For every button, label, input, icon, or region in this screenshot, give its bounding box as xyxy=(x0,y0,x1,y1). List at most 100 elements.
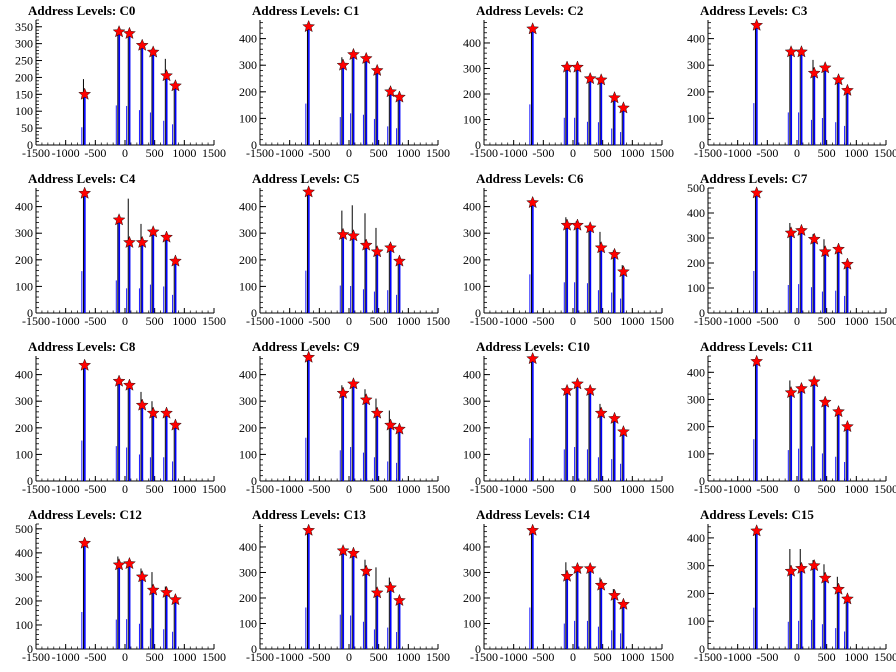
y-tick-label: 200 xyxy=(239,591,257,605)
x-tick-label: 1000 xyxy=(620,482,644,496)
chart-title: Address Levels: C12 xyxy=(28,507,142,522)
chart-svg: Address Levels: C9 0 100 200 300 400 -1500 -100… xyxy=(239,339,450,496)
x-tick-label: 0 xyxy=(346,482,352,496)
peak-star-marker xyxy=(617,425,630,438)
histogram-bar xyxy=(84,94,86,145)
peak-star-marker xyxy=(750,18,764,31)
histogram-bar xyxy=(566,67,569,145)
y-tick-label: 100 xyxy=(463,279,481,293)
x-tick-label: 0 xyxy=(794,314,800,328)
chart-panel-c3: Address Levels: C3 0 100 200 300 400 -1500 -100… xyxy=(672,0,896,168)
chart-svg: Address Levels: C10 0 100 200 300 400 -1500 -10… xyxy=(463,339,674,496)
y-tick-label: 300 xyxy=(15,394,33,408)
x-tick-label: -500 xyxy=(308,314,330,328)
y-tick-label: 300 xyxy=(687,231,705,245)
y-tick-label: 100 xyxy=(687,614,705,628)
histogram-bar xyxy=(846,90,849,145)
histogram-bar xyxy=(118,564,121,649)
histogram-bar xyxy=(600,79,603,145)
chart-title: Address Levels: C3 xyxy=(700,3,808,18)
peak-star-marker xyxy=(571,561,584,575)
x-tick-label: -1000 xyxy=(52,650,80,664)
peak-star-marker xyxy=(750,524,764,537)
peak-star-marker xyxy=(123,26,136,39)
histogram-bar xyxy=(576,568,579,649)
x-tick-label: -1500 xyxy=(246,650,274,664)
histogram-bar xyxy=(365,571,368,649)
peak-star-marker xyxy=(571,377,584,390)
histogram-bar xyxy=(589,227,592,313)
y-tick-label: 300 xyxy=(687,559,705,573)
peak-star-marker xyxy=(832,73,845,86)
histogram-bar xyxy=(813,73,816,145)
x-tick-label: 0 xyxy=(122,146,128,160)
peak-star-marker xyxy=(160,230,173,243)
y-tick-label: 200 xyxy=(463,591,481,605)
peak-star-marker xyxy=(583,561,597,575)
peak-star-marker xyxy=(78,186,92,199)
histogram-bar xyxy=(813,239,816,313)
peak-star-marker xyxy=(78,87,92,100)
y-tick-label: 300 xyxy=(463,565,481,579)
histogram-bar xyxy=(118,31,121,145)
x-tick-label: -1000 xyxy=(52,314,80,328)
x-tick-label: 1000 xyxy=(172,146,196,160)
x-tick-label: 1000 xyxy=(172,482,196,496)
peak-star-marker xyxy=(384,85,397,98)
histogram-bar xyxy=(824,67,827,145)
x-tick-label: 500 xyxy=(818,482,836,496)
y-tick-label: 200 xyxy=(15,594,33,608)
chart-panel-c10: Address Levels: C10 0 100 200 300 400 -1500 -10… xyxy=(448,336,674,504)
y-tick-label: 300 xyxy=(463,394,481,408)
peak-star-marker xyxy=(112,374,126,387)
histogram-bar xyxy=(352,383,355,481)
histogram-bar xyxy=(152,231,155,313)
histogram-bar xyxy=(613,254,616,313)
x-tick-label: 1500 xyxy=(650,482,674,496)
y-tick-label: 100 xyxy=(687,281,705,295)
y-tick-label: 0 xyxy=(475,138,481,152)
y-tick-label: 400 xyxy=(15,368,33,382)
x-tick-label: 1500 xyxy=(426,482,450,496)
histogram-bar xyxy=(342,393,345,481)
x-tick-label: -1500 xyxy=(246,314,274,328)
y-tick-label: 200 xyxy=(687,256,705,270)
chart-svg: Address Levels: C0 0 50 100 150 200 250 300 350 -… xyxy=(15,3,226,160)
chart-title: Address Levels: C1 xyxy=(252,3,359,18)
x-tick-label: 1000 xyxy=(172,314,196,328)
y-tick-label: 300 xyxy=(687,58,705,72)
peak-star-marker xyxy=(393,254,406,267)
chart-panel-c0: Address Levels: C0 0 50 100 150 200 250 300 350 -… xyxy=(0,0,226,168)
x-tick-label: -1000 xyxy=(52,146,80,160)
x-tick-label: -500 xyxy=(756,650,778,664)
peak-star-marker xyxy=(560,569,574,582)
y-tick-label: 100 xyxy=(15,104,33,118)
x-tick-label: 1500 xyxy=(650,314,674,328)
x-tick-label: 1500 xyxy=(650,146,674,160)
y-tick-label: 100 xyxy=(15,618,33,632)
histogram-bar xyxy=(846,264,849,313)
x-tick-label: -500 xyxy=(532,146,554,160)
chart-svg: Address Levels: C15 0 100 200 300 400 -1500 -10… xyxy=(687,507,896,664)
y-tick-label: 400 xyxy=(463,368,481,382)
y-tick-label: 0 xyxy=(27,138,33,152)
x-tick-label: -1000 xyxy=(52,482,80,496)
y-tick-label: 100 xyxy=(687,111,705,125)
chart-svg: Address Levels: C8 0 100 200 300 400 -1500 -100… xyxy=(15,339,226,496)
peak-star-marker xyxy=(169,254,182,267)
y-tick-label: 500 xyxy=(15,522,33,536)
x-tick-label: 500 xyxy=(818,650,836,664)
y-tick-label: 0 xyxy=(475,306,481,320)
peak-star-marker xyxy=(393,90,406,103)
peak-star-marker xyxy=(784,226,798,239)
x-tick-label: -1500 xyxy=(22,146,50,160)
histogram-bar xyxy=(165,237,168,313)
histogram-bar xyxy=(165,413,168,481)
x-tick-label: -1000 xyxy=(276,146,304,160)
peak-star-marker xyxy=(832,242,845,255)
chart-title: Address Levels: C10 xyxy=(476,339,590,354)
histogram-bar xyxy=(790,233,793,313)
y-tick-label: 100 xyxy=(463,616,481,630)
histogram-bar xyxy=(566,576,569,649)
y-tick-label: 200 xyxy=(15,253,33,267)
